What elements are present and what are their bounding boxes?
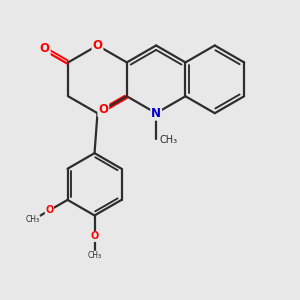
Text: O: O (40, 42, 50, 56)
Text: O: O (98, 103, 108, 116)
Text: O: O (92, 39, 103, 52)
Text: CH₃: CH₃ (88, 251, 102, 260)
Text: CH₃: CH₃ (26, 215, 40, 224)
Text: O: O (90, 231, 99, 242)
Text: N: N (151, 107, 161, 120)
Text: CH₃: CH₃ (160, 135, 178, 145)
Text: O: O (45, 206, 53, 215)
